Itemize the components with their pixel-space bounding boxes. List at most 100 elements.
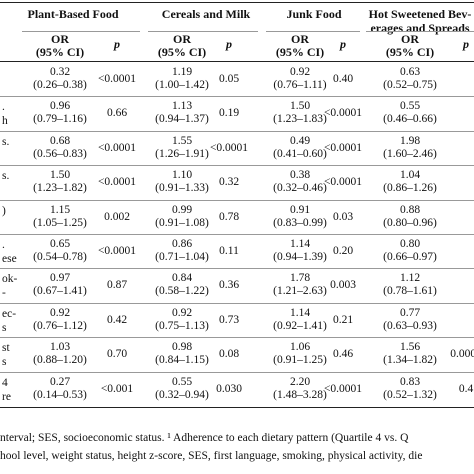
odds-ratio: 1.55: [171, 134, 193, 147]
odds-ratio: 0.96: [49, 100, 71, 113]
p-value: 0.11: [219, 245, 239, 257]
confidence-interval: (0.84–1.15): [155, 354, 209, 367]
odds-ratio: 1.10: [171, 169, 193, 182]
ci-header: (95% CI): [157, 45, 207, 59]
confidence-interval: (1.21–2.63): [273, 285, 327, 298]
p-value: 0.4: [458, 382, 474, 395]
p-value: 0.73: [218, 313, 240, 326]
rule: [0, 165, 474, 167]
odds-ratio: 0.38: [289, 169, 311, 182]
p-value: <0.0001: [97, 73, 137, 85]
rule: [0, 268, 474, 270]
odds-ratio: 1.14: [289, 306, 311, 319]
odds-ratio: 1.19: [171, 66, 193, 78]
odds-ratio: 0.55: [399, 100, 421, 113]
confidence-interval: (0.63–0.93): [383, 319, 437, 332]
confidence-interval: (0.88–1.20): [33, 354, 87, 367]
confidence-interval: (1.34–1.82): [383, 354, 437, 367]
p-value: 0.21: [332, 313, 354, 326]
row-label: s: [2, 356, 7, 369]
odds-ratio: 0.27: [49, 375, 71, 388]
p-value: 0.78: [218, 210, 240, 223]
footnote: nterval; SES, socioeconomic status. ¹ Ad…: [0, 432, 409, 444]
rule: [0, 61, 474, 62]
p-value: 0.70: [106, 348, 128, 361]
p-value: <0.0001: [323, 141, 363, 154]
odds-ratio: 0.92: [171, 306, 193, 319]
confidence-interval: (0.54–0.78): [33, 251, 87, 263]
row-label: ok-: [2, 273, 18, 286]
p-value: 0.0003: [450, 348, 474, 361]
confidence-interval: (0.78–1.61): [383, 285, 437, 298]
confidence-interval: (1.23–1.83): [273, 113, 327, 126]
rule: [0, 234, 474, 235]
rule: [0, 2, 474, 3]
confidence-interval: (0.91–1.08): [155, 216, 209, 229]
p-header: p: [340, 37, 346, 51]
confidence-interval: (0.91–1.25): [273, 354, 327, 367]
confidence-interval: (0.32–0.94): [155, 388, 209, 401]
p-value: <0.0001: [323, 382, 363, 395]
confidence-interval: (0.80–0.96): [383, 216, 437, 229]
confidence-interval: (0.46–0.66): [383, 113, 437, 126]
p-value: 0.42: [106, 313, 128, 326]
odds-ratio: 1.12: [399, 272, 421, 285]
confidence-interval: (0.41–0.60): [273, 147, 327, 160]
p-value: 0.46: [332, 348, 354, 361]
confidence-interval: (0.58–1.22): [155, 285, 209, 298]
rule: [0, 96, 474, 98]
row-label: s: [2, 321, 7, 334]
group-header: Plant-Based Food: [27, 7, 119, 21]
rule: [366, 31, 474, 32]
p-header: p: [463, 37, 469, 51]
odds-ratio: 1.15: [49, 203, 71, 216]
odds-ratio: 0.80: [399, 238, 421, 250]
row-label: h: [2, 115, 8, 128]
p-value: 0.03: [332, 210, 354, 223]
p-value: <0.0001: [97, 245, 137, 257]
confidence-interval: (0.94–1.37): [155, 113, 209, 126]
group-header: erages and Spreads: [370, 21, 470, 35]
odds-ratio: 1.56: [399, 341, 421, 354]
odds-ratio: 2.20: [289, 375, 311, 388]
p-value: 0.40: [332, 73, 354, 85]
confidence-interval: (1.23–1.82): [33, 182, 87, 195]
rule: [0, 371, 474, 373]
group-header: Hot Sweetened Bev-: [368, 7, 472, 21]
odds-ratio: 0.98: [171, 341, 193, 354]
or-header: OR: [51, 32, 69, 46]
rule: [0, 199, 474, 201]
confidence-interval: (0.56–0.83): [33, 147, 87, 160]
odds-ratio: 1.50: [289, 100, 311, 113]
p-value: <0.0001: [323, 176, 363, 189]
odds-ratio: 1.14: [289, 238, 311, 250]
p-value: <0.0001: [97, 176, 137, 189]
group-header: Cereals and Milk: [161, 7, 251, 21]
odds-ratio: 0.83: [399, 375, 421, 388]
odds-ratio: 1.06: [289, 341, 311, 354]
p-value: 0.32: [218, 176, 240, 189]
rule: [0, 302, 474, 304]
odds-ratio: 1.78: [289, 272, 311, 285]
confidence-interval: (1.26–1.91): [155, 147, 209, 160]
odds-ratio: 1.50: [49, 169, 71, 182]
p-value: <0.0001: [209, 141, 249, 154]
confidence-interval: (0.76–1.12): [33, 319, 87, 332]
odds-ratio: 0.92: [289, 66, 311, 78]
p-value: 0.002: [104, 210, 130, 223]
odds-ratio: 0.55: [171, 375, 193, 388]
confidence-interval: (1.00–1.42): [155, 79, 209, 91]
confidence-interval: (0.94–1.39): [273, 251, 327, 263]
confidence-interval: (1.60–2.46): [383, 147, 437, 160]
p-value: 0.05: [218, 73, 240, 85]
p-value: 0.20: [332, 245, 354, 257]
row-label: s.: [2, 170, 10, 183]
row-label: .: [2, 239, 5, 251]
p-value: 0.003: [330, 279, 356, 292]
rule: [22, 31, 140, 32]
row-label: 4: [2, 376, 8, 389]
confidence-interval: (0.92–1.41): [273, 319, 327, 332]
p-value: 0.08: [218, 348, 240, 361]
row-label: re: [2, 390, 11, 403]
